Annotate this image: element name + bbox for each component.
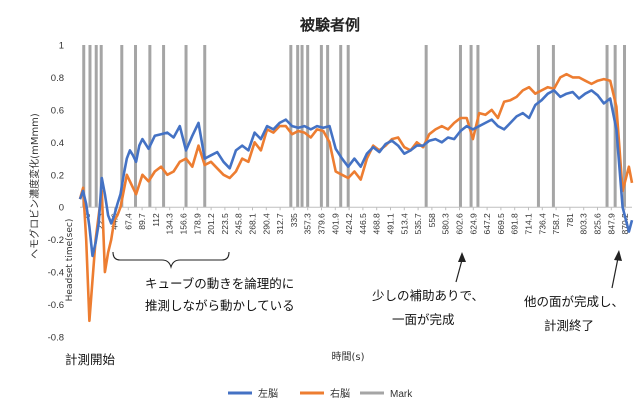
x-tick-label: 624.9: [468, 213, 478, 235]
x-axis-inline-title: Headset time(sec): [65, 219, 75, 302]
x-tick-label: 89.7: [137, 213, 147, 230]
legend-label-right: 右脳: [330, 387, 350, 400]
x-tick-label: 669.5: [496, 213, 506, 235]
y-tick-label: -0.8: [48, 333, 64, 344]
y-tick-label: -0.4: [48, 268, 64, 279]
annotation-start: 計測開始: [65, 352, 116, 367]
x-tick-label: 424.2: [344, 213, 354, 235]
x-tick-label: 602.6: [455, 213, 465, 235]
x-tick-label: 268.1: [248, 213, 258, 235]
x-tick-label: 223.5: [220, 213, 230, 235]
x-tick-label: 357.3: [303, 213, 313, 235]
x-tick-label: 736.4: [537, 213, 547, 235]
y-tick-label: 0.6: [51, 105, 64, 116]
x-tick-label: 446.5: [358, 213, 368, 235]
x-tick-label: 134.3: [165, 213, 175, 235]
x-tick-label: 201.2: [206, 213, 216, 235]
x-axis: 0 22.3 44.6 67.4 89.7 112 134.3 156.6 178.9 201.2…: [82, 207, 630, 235]
legend-label-mark: Mark: [390, 389, 413, 400]
x-tick-label: 156.6: [179, 213, 189, 235]
y-tick-label: 0.4: [51, 138, 64, 149]
series-lines: [78, 72, 634, 323]
x-tick-label: 22.3: [96, 213, 106, 230]
y-axis-title: ヘモグロビン濃度変化(mMmm): [28, 113, 41, 259]
y-axis: -0.8 -0.6 -0.4 -0.2 0 0.2 0.4 0.6 0.8 1: [48, 41, 64, 344]
annotation-brace: [112, 251, 230, 269]
y-tick-label: 0.8: [51, 73, 64, 84]
series-line-left: [78, 89, 634, 258]
x-tick-label: 558: [427, 213, 437, 227]
x-tick-label: 758.7: [551, 213, 561, 235]
x-tick-label: 178.9: [192, 213, 202, 235]
x-tick-label: 335: [289, 213, 299, 227]
x-tick-label: 245.8: [234, 213, 244, 235]
x-tick-label: 825.6: [593, 213, 603, 235]
x-tick-label: 112: [151, 213, 161, 227]
annotation-assist-arrowhead: [458, 252, 466, 262]
annotation-logic-line2: 推測しながら動かしている: [145, 298, 295, 313]
annotation-assist-line2: 一面が完成: [392, 312, 455, 327]
x-tick-label: 781: [565, 213, 575, 227]
annotation-end-line1: 他の面が完成し、: [524, 294, 624, 309]
x-tick-label: 847.9: [606, 213, 616, 235]
annotation-logic-line1: キューブの動きを論理的に: [145, 276, 294, 291]
x-tick-label: 714.1: [524, 213, 534, 235]
x-axis-title: 時間(s): [331, 351, 364, 363]
x-tick-label: 491.1: [386, 213, 396, 235]
y-tick-label: 0.2: [51, 170, 64, 181]
x-tick-label: 691.8: [510, 213, 520, 235]
annotation-end-arrowhead: [614, 250, 622, 261]
x-tick-label: 580.3: [441, 213, 451, 235]
legend: 左脳 右脳 Mark: [228, 387, 413, 400]
x-tick-label: 513.4: [399, 213, 409, 235]
legend-label-left: 左脳: [258, 387, 278, 400]
y-tick-label: -0.2: [48, 235, 64, 246]
x-tick-label: 535.7: [413, 213, 423, 235]
annotation-assist-line1: 少しの補助ありで、: [372, 288, 484, 303]
y-tick-label: 1: [59, 41, 64, 52]
x-tick-label: 67.4: [123, 213, 133, 230]
x-tick-label: 379.6: [317, 213, 327, 235]
chart-title: 被験者例: [300, 16, 360, 34]
series-line-right: [78, 72, 634, 323]
annotation-end-line2: 計測終了: [544, 318, 594, 333]
x-tick-label: 647.2: [482, 213, 492, 235]
x-tick-label: 401.9: [330, 213, 340, 235]
y-tick-label: 0: [59, 203, 64, 214]
x-tick-label: 870.2: [620, 213, 630, 235]
x-tick-label: 468.8: [372, 213, 382, 235]
x-tick-label: 290.4: [261, 213, 271, 235]
annotation-assist-arrow: [455, 259, 463, 283]
x-tick-label: 312.7: [275, 213, 285, 235]
annotation-end-arrow: [611, 257, 619, 289]
y-tick-label: -0.6: [48, 300, 64, 311]
x-tick-label: 803.3: [579, 213, 589, 235]
